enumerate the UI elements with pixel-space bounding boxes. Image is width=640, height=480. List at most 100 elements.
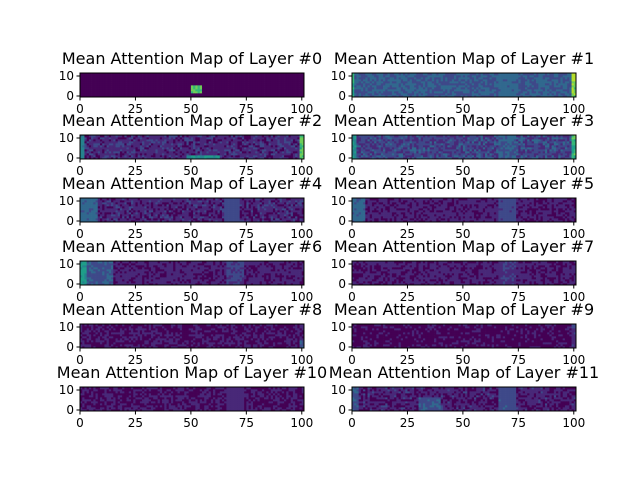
heatmap-cell <box>465 135 468 138</box>
heatmap-cell <box>80 145 83 148</box>
heatmap-cell <box>286 151 289 154</box>
heatmap-cell <box>458 157 462 160</box>
heatmap-cell <box>84 139 88 142</box>
heatmap-cell <box>86 77 90 80</box>
heatmap-cell <box>391 143 395 146</box>
heatmap-cell <box>284 143 287 146</box>
heatmap-cell <box>146 147 150 150</box>
heatmap-cell <box>261 147 265 150</box>
heatmap-cell <box>394 91 397 94</box>
heatmap-cell <box>447 81 450 84</box>
heatmap-cell <box>411 145 415 148</box>
heatmap-cell <box>427 135 430 138</box>
heatmap-cell <box>465 73 468 76</box>
heatmap-cell <box>126 85 130 88</box>
heatmap-cell <box>400 157 404 160</box>
heatmap-cell <box>564 75 568 78</box>
heatmap-cell <box>531 141 535 144</box>
heatmap-cell <box>117 93 121 96</box>
heatmap-cell <box>367 89 371 92</box>
heatmap-cell <box>482 79 486 82</box>
heatmap-cell <box>272 87 276 90</box>
heatmap-cell <box>391 145 395 148</box>
heatmap-cell <box>186 79 190 82</box>
heatmap-cell <box>157 157 161 160</box>
heatmap-cell <box>527 149 530 152</box>
heatmap-cell <box>230 79 234 82</box>
heatmap-cell <box>219 157 223 160</box>
heatmap-cell <box>215 89 218 92</box>
heatmap-cell <box>226 149 229 152</box>
heatmap-cell <box>476 141 479 144</box>
heatmap-cell <box>389 139 393 142</box>
heatmap-cell <box>524 83 528 86</box>
heatmap-cell <box>356 91 360 94</box>
heatmap-cell <box>195 149 198 152</box>
heatmap-cell <box>137 89 141 92</box>
heatmap-cell <box>126 139 130 142</box>
heatmap-cell <box>122 93 125 96</box>
heatmap-cell <box>126 143 130 146</box>
heatmap-cell <box>564 145 568 148</box>
heatmap-cell <box>124 153 127 156</box>
heatmap-cell <box>299 153 303 156</box>
heatmap-cell <box>177 79 181 82</box>
heatmap-cell <box>252 91 256 94</box>
heatmap-cell <box>146 81 150 84</box>
heatmap-cell <box>511 83 515 86</box>
heatmap-cell <box>496 83 499 86</box>
heatmap-cell <box>122 81 125 84</box>
heatmap-cell <box>507 85 510 88</box>
heatmap-cell <box>164 89 167 92</box>
heatmap-cell <box>208 91 212 94</box>
heatmap-cell <box>150 135 154 138</box>
heatmap-cell <box>261 151 265 154</box>
heatmap-cell <box>473 87 477 90</box>
heatmap-cell <box>416 95 419 98</box>
heatmap-cell <box>233 141 236 144</box>
heatmap-cell <box>204 151 207 154</box>
heatmap-cell <box>137 143 141 146</box>
heatmap-cell <box>562 139 566 142</box>
heatmap-cell <box>104 83 107 86</box>
heatmap-cell <box>119 89 123 92</box>
heatmap-cell <box>261 85 265 88</box>
y-tick-label: 10 <box>331 131 346 145</box>
heatmap-cell <box>104 77 107 80</box>
heatmap-cell <box>500 77 504 80</box>
heatmap-cell <box>126 93 130 96</box>
heatmap-cell <box>84 143 88 146</box>
heatmap-cell <box>188 137 192 140</box>
heatmap-cell <box>235 77 238 80</box>
heatmap-cell <box>569 151 572 154</box>
heatmap-cell <box>237 220 241 223</box>
heatmap-cell <box>547 137 550 140</box>
heatmap-cell <box>442 139 446 142</box>
heatmap-cell <box>524 75 528 78</box>
heatmap-cell <box>407 153 411 156</box>
heatmap-cell <box>467 151 470 154</box>
heatmap-cell <box>128 79 132 82</box>
heatmap-cell <box>536 77 539 80</box>
heatmap-cell <box>155 137 158 140</box>
heatmap-cell <box>233 151 236 154</box>
heatmap-cell <box>99 143 103 146</box>
heatmap-cell <box>173 81 176 84</box>
heatmap-cell <box>217 143 221 146</box>
heatmap-cell <box>547 155 550 158</box>
heatmap-cell <box>480 143 484 146</box>
heatmap-cell <box>556 135 559 138</box>
heatmap-cell <box>115 79 119 82</box>
heatmap-cell <box>146 77 150 80</box>
heatmap-cell <box>150 141 154 144</box>
heatmap-cell <box>131 157 134 160</box>
heatmap-cell <box>197 89 201 92</box>
heatmap-cell <box>427 87 430 90</box>
heatmap-cell <box>268 75 272 78</box>
heatmap-cell <box>219 95 223 98</box>
heatmap-cell <box>208 220 212 223</box>
heatmap-cell <box>119 79 123 82</box>
heatmap-cell <box>197 137 201 140</box>
heatmap-cell <box>562 147 566 150</box>
heatmap-cell <box>414 83 417 86</box>
